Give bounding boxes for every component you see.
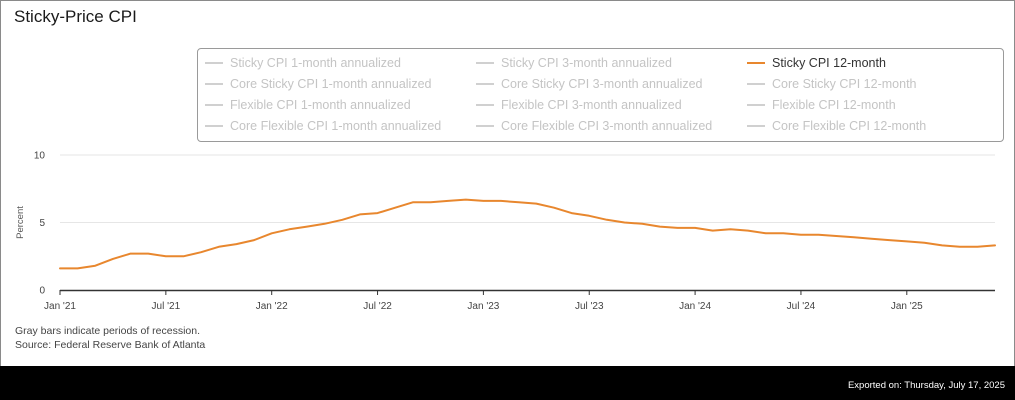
legend-item-flexible-cpi-12-month[interactable]: Flexible CPI 12-month: [747, 97, 896, 113]
y-tick-label: 5: [39, 218, 45, 229]
legend-label: Flexible CPI 12-month: [772, 98, 896, 112]
legend-label: Core Sticky CPI 12-month: [772, 77, 917, 91]
legend-item-sticky-cpi-1-month[interactable]: Sticky CPI 1-month annualized: [205, 55, 401, 71]
legend-label: Sticky CPI 1-month annualized: [230, 56, 401, 70]
legend-item-flexible-cpi-1-month[interactable]: Flexible CPI 1-month annualized: [205, 97, 411, 113]
legend-label: Core Flexible CPI 1-month annualized: [230, 119, 442, 133]
x-tick-label: Jan '25: [891, 301, 923, 312]
legend-item-core-flexible-cpi-3-month[interactable]: Core Flexible CPI 3-month annualized: [476, 118, 712, 134]
x-tick-label: Jul '22: [363, 301, 392, 312]
legend-swatch: [205, 125, 223, 127]
legend-swatch: [476, 83, 494, 85]
legend-item-sticky-cpi-12-month[interactable]: Sticky CPI 12-month: [747, 55, 886, 71]
legend-label: Core Sticky CPI 1-month annualized: [230, 77, 432, 91]
y-tick-label: 10: [34, 151, 46, 162]
legend-item-sticky-cpi-3-month[interactable]: Sticky CPI 3-month annualized: [476, 55, 672, 71]
legend-swatch: [205, 104, 223, 106]
y-axis-title: Percent: [15, 206, 26, 239]
source-note: Source: Federal Reserve Bank of Atlanta: [15, 339, 206, 351]
x-tick-label: Jan '23: [467, 301, 499, 312]
legend-label: Core Sticky CPI 3-month annualized: [501, 77, 703, 91]
exported-date: Exported on: Thursday, July 17, 2025: [847, 380, 1005, 391]
legend-label: Flexible CPI 1-month annualized: [230, 98, 411, 112]
recession-note: Gray bars indicate periods of recession.: [15, 325, 201, 337]
x-tick-label: Jan '22: [256, 301, 288, 312]
legend: Sticky CPI 1-month annualized Sticky CPI…: [197, 48, 1004, 142]
legend-label: Flexible CPI 3-month annualized: [501, 98, 682, 112]
legend-label: Core Flexible CPI 3-month annualized: [501, 119, 713, 133]
legend-item-core-flexible-cpi-1-month[interactable]: Core Flexible CPI 1-month annualized: [205, 118, 441, 134]
legend-item-core-sticky-cpi-3-month[interactable]: Core Sticky CPI 3-month annualized: [476, 76, 702, 92]
legend-swatch: [747, 62, 765, 64]
series-line-0: [59, 198, 996, 270]
legend-swatch: [747, 83, 765, 85]
legend-item-core-sticky-cpi-1-month[interactable]: Core Sticky CPI 1-month annualized: [205, 76, 431, 92]
legend-item-core-sticky-cpi-12-month[interactable]: Core Sticky CPI 12-month: [747, 76, 917, 92]
legend-swatch: [205, 83, 223, 85]
footer-bar: Exported on: Thursday, July 17, 2025: [0, 366, 1015, 400]
legend-swatch: [205, 62, 223, 64]
legend-swatch: [476, 125, 494, 127]
x-tick-label: Jul '21: [152, 301, 181, 312]
chart-title: Sticky-Price CPI: [14, 7, 137, 26]
legend-label: Sticky CPI 12-month: [772, 56, 886, 70]
legend-swatch: [476, 104, 494, 106]
x-tick-label: Jul '24: [787, 301, 816, 312]
legend-swatch: [747, 125, 765, 127]
x-tick-label: Jan '21: [44, 301, 76, 312]
legend-item-core-flexible-cpi-12-month[interactable]: Core Flexible CPI 12-month: [747, 118, 926, 134]
legend-swatch: [747, 104, 765, 106]
line-chart: 0 5 10 Jan '21 Jul '21 Jan '22 Jul '22 Jan '23 J…: [15, 151, 996, 312]
x-tick-label: Jul '23: [575, 301, 604, 312]
y-tick-label: 0: [39, 286, 45, 297]
x-tick-label: Jan '24: [679, 301, 711, 312]
legend-swatch: [476, 62, 494, 64]
legend-label: Sticky CPI 3-month annualized: [501, 56, 672, 70]
legend-item-flexible-cpi-3-month[interactable]: Flexible CPI 3-month annualized: [476, 97, 682, 113]
legend-label: Core Flexible CPI 12-month: [772, 119, 927, 133]
